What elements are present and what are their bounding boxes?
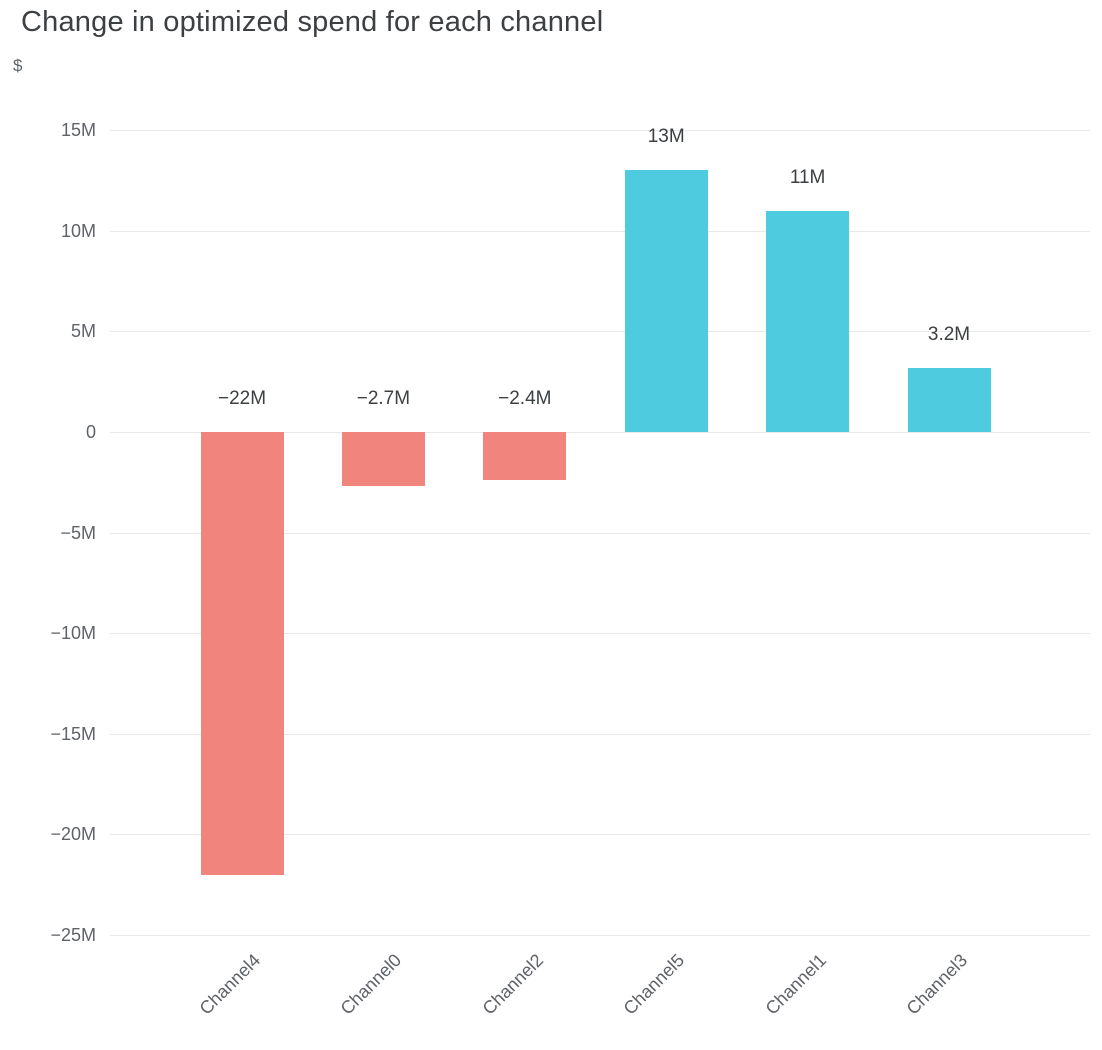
y-gridline [110,130,1090,131]
y-tick-label: −20M [50,824,96,845]
bar-channel3 [907,367,991,432]
y-gridline [110,834,1090,836]
y-tick-label: 0 [85,421,96,442]
y-gridline [110,733,1090,735]
x-tick-label: Channel0 [336,950,406,1019]
y-gridline [110,935,1090,936]
bar-channel5 [624,170,708,432]
y-tick-label: 15M [60,120,96,140]
x-tick-label: Channel5 [619,950,689,1019]
y-axis-title: $ [13,56,23,75]
y-tick-label: −15M [50,723,96,744]
chart-title: Change in optimized spend for each chann… [21,6,604,38]
y-tick-label: −10M [50,623,96,644]
y-gridline [110,633,1090,635]
y-gridline [110,532,1090,534]
bar-value-label: 11M [789,166,826,188]
bar-channel4 [200,431,284,875]
y-gridline [110,431,1090,433]
bar-value-label: −2.7M [356,387,411,409]
x-tick-label: Channel3 [902,950,972,1019]
bar-value-label: −22M [217,387,267,409]
bar-channel1 [766,210,850,432]
x-tick-label: Channel4 [195,950,265,1019]
x-tick-label: Channel1 [761,950,830,1019]
y-tick-label: −5M [60,522,96,543]
bar-value-label: 13M [647,126,685,148]
y-gridline [110,331,1090,333]
y-tick-label: 10M [60,220,96,241]
x-tick-label: Channel2 [478,950,547,1019]
bar-value-label: −2.4M [498,387,552,409]
bar-channel0 [341,431,425,487]
bar-channel2 [483,431,567,481]
y-tick-label: 5M [70,321,96,342]
bar-value-label: 3.2M [927,323,971,345]
y-gridline [110,230,1090,232]
y-tick-label: −25M [50,925,96,945]
